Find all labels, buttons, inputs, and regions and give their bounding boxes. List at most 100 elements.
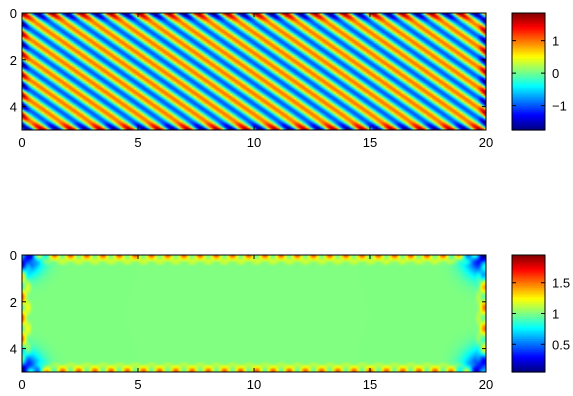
y-tick-label: 2 [10, 53, 17, 68]
colorbar-segment [512, 51, 545, 54]
colorbar-segment [512, 47, 545, 51]
colorbar-segment [512, 44, 545, 47]
colorbar-segment [512, 315, 545, 318]
colorbar-segment [512, 95, 545, 98]
colorbar-segment [512, 109, 545, 113]
colorbar-segment [512, 22, 545, 25]
colorbar-segment [512, 45, 545, 49]
colorbar-segment [512, 337, 545, 340]
colorbar-tick-label: −1 [552, 99, 567, 114]
y-tick-label: 0 [10, 6, 17, 21]
colorbar-segment [512, 282, 545, 285]
x-tick-label: 5 [134, 377, 141, 392]
colorbar-tick-label: 1 [552, 34, 559, 49]
colorbar-segment [512, 267, 545, 271]
colorbar-segment [512, 324, 545, 327]
colorbar-segment [512, 40, 545, 43]
colorbar-segment [512, 104, 545, 107]
colorbar-segment [512, 34, 545, 38]
colorbar-segment [512, 311, 545, 315]
colorbar-segment [512, 300, 545, 304]
colorbar-segment [512, 128, 545, 131]
colorbar-segment [512, 14, 545, 18]
colorbar-segment [512, 322, 545, 326]
colorbar-segment [512, 66, 545, 69]
colorbar-segment [512, 346, 545, 349]
colorbar-segment [512, 353, 545, 357]
colorbar-segment [512, 339, 545, 342]
colorbar-segment [512, 120, 545, 124]
x-tick-label: 0 [18, 135, 25, 150]
colorbar-segment [512, 255, 545, 258]
colorbar-tick-label: 0 [552, 66, 559, 81]
colorbar-segment [512, 275, 545, 278]
colorbar-segment [512, 20, 545, 23]
colorbar-segment [512, 91, 545, 95]
colorbar-segment [512, 351, 545, 355]
colorbar-segment [512, 84, 545, 87]
colorbar-tick-label: 0.5 [552, 337, 570, 352]
colorbar-segment [512, 368, 545, 371]
y-tick-label: 0 [10, 248, 17, 263]
colorbar-segment [512, 286, 545, 289]
colorbar-segment [512, 331, 545, 335]
colorbar-segment [512, 69, 545, 73]
colorbar-segment [512, 93, 545, 96]
colorbar-segment [512, 344, 545, 348]
colorbar-segment [512, 16, 545, 20]
colorbar-segment [512, 82, 545, 85]
colorbar-segment [512, 76, 545, 80]
colorbar-segment [512, 71, 545, 74]
colorbar-segment [512, 260, 545, 263]
colorbar-segment [512, 113, 545, 116]
colorbar-segment [512, 100, 545, 104]
colorbar-segment [512, 308, 545, 311]
x-tick-label: 0 [18, 377, 25, 392]
colorbar-segment [512, 67, 545, 71]
colorbar-segment [512, 362, 545, 366]
colorbar-segment [512, 304, 545, 307]
colorbar-segment [512, 278, 545, 282]
colorbar-segment [512, 298, 545, 302]
x-tick-label: 10 [247, 377, 261, 392]
colorbar-segment [512, 64, 545, 67]
colorbar-segment [512, 115, 545, 118]
colorbar-segment [512, 361, 545, 364]
colorbar-segment [512, 111, 545, 115]
colorbar-segment [512, 87, 545, 91]
colorbar-segment [512, 335, 545, 338]
colorbar-segment [512, 313, 545, 316]
heatmap-image [22, 255, 486, 372]
y-tick-label: 4 [10, 342, 17, 357]
plot-panel-bottom: 0 5 10 15 20 0 2 4 1.5 1 0.5 [10, 248, 570, 392]
colorbar-segment [512, 33, 545, 36]
colorbar-segment [512, 289, 545, 293]
y-tick-label: 4 [10, 100, 17, 115]
colorbar-segment [512, 98, 545, 102]
colorbar-segment [512, 291, 545, 294]
colorbar-segment [512, 328, 545, 331]
colorbar-segment [512, 340, 545, 344]
colorbar-segment [512, 78, 545, 82]
colorbar-segment [512, 258, 545, 262]
colorbar-segment [512, 75, 545, 78]
colorbar-tick-label: 1 [552, 307, 559, 322]
colorbar-segment [512, 55, 545, 58]
colorbar-segment [512, 280, 545, 284]
heatmap-image [22, 13, 486, 130]
colorbar-segment [512, 318, 545, 322]
colorbar-segment [512, 355, 545, 358]
colorbar-segment [512, 62, 545, 65]
colorbar-segment [512, 262, 545, 265]
colorbar-segment [512, 108, 545, 111]
colorbar-segment [512, 38, 545, 42]
x-tick-label: 20 [479, 135, 493, 150]
colorbar-segment [512, 295, 545, 298]
colorbar-segment [512, 122, 545, 126]
colorbar-segment [512, 333, 545, 337]
colorbar-segment [512, 350, 545, 353]
colorbar-segment [512, 119, 545, 122]
colorbar-segment [512, 326, 545, 329]
colorbar-segment [512, 126, 545, 129]
